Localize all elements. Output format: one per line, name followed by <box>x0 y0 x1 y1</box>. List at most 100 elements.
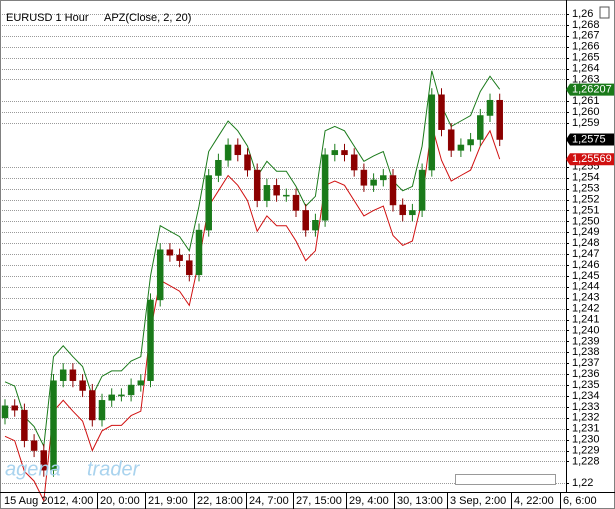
y-tick-label: 1,251 <box>572 204 600 216</box>
candle-body <box>321 154 329 221</box>
candle-body <box>127 384 135 396</box>
candle-body <box>195 229 203 276</box>
y-tick-label: 1,265 <box>572 52 600 64</box>
candle-body <box>409 210 416 216</box>
candle-body <box>273 185 280 196</box>
y-tick-label: 1,230 <box>572 434 600 446</box>
y-tick-label: 1,250 <box>572 215 600 227</box>
y-tick-label: 1,237 <box>572 357 600 369</box>
candle-body <box>89 390 96 421</box>
candle-body <box>292 194 300 211</box>
candle-body <box>380 175 387 181</box>
candle-body <box>234 144 242 156</box>
candle-body <box>147 299 154 381</box>
y-tick-label: 1,260 <box>572 106 600 118</box>
candle-body <box>428 94 436 171</box>
candle-body <box>156 249 164 301</box>
grid <box>2 14 566 484</box>
y-tick-label: 1,241 <box>572 313 600 325</box>
y-tick-label: 1,239 <box>572 335 600 347</box>
y-tick-label: 1,236 <box>572 368 600 380</box>
price-marker <box>566 83 614 96</box>
candle-body <box>69 369 77 381</box>
y-tick-label: 1,264 <box>572 62 600 74</box>
x-tick-label: 21, 9:00 <box>148 495 188 507</box>
scrollbar[interactable] <box>455 474 556 485</box>
price-marker-label: 1,25569 <box>572 153 612 165</box>
candle-body <box>467 139 474 146</box>
candle-body <box>399 204 406 216</box>
candle-body <box>360 169 368 186</box>
x-tick-label: 30, 13:00 <box>397 495 443 507</box>
y-tick-label: 1,267 <box>572 30 600 42</box>
band-line <box>4 70 501 448</box>
candle-body <box>447 129 455 151</box>
y-tick-label: 1,266 <box>572 41 600 53</box>
y-tick-label: 1,229 <box>572 444 600 456</box>
price-markers: 1,26207 1,2575 1,25569 <box>566 84 614 166</box>
y-tick-label: 1,248 <box>572 237 600 249</box>
y-tick-label: 1,235 <box>572 379 600 391</box>
price-marker <box>566 133 614 146</box>
candle-body <box>137 380 145 386</box>
y-tick-label: 1,247 <box>572 248 600 260</box>
y-tick-label: 1,228 <box>572 455 600 467</box>
y-tick-label: 1,263 <box>572 73 600 85</box>
candle-body <box>11 405 18 411</box>
y-tick-label: 1,254 <box>572 172 600 184</box>
candle-body <box>21 409 28 441</box>
candle-body <box>108 394 115 401</box>
settings-icon[interactable] <box>599 6 610 19</box>
y-tick-label: 1,261 <box>572 95 600 107</box>
y-tick-label: 1,253 <box>572 183 600 195</box>
candle-body <box>312 220 319 231</box>
candle-body <box>40 450 48 471</box>
x-tick-label: 6, 6:00 <box>563 495 597 507</box>
candle-body <box>205 175 212 231</box>
x-tick-label: 29, 4:00 <box>349 495 389 507</box>
candle-body <box>1 405 9 419</box>
y-tick-label: 1,240 <box>572 324 600 336</box>
candle-body <box>457 144 465 151</box>
candle-body <box>302 210 309 231</box>
band-line <box>4 125 501 503</box>
x-tick-label: 4, 22:00 <box>514 495 554 507</box>
candle-body <box>118 394 125 397</box>
x-tick-label: 24, 7:00 <box>249 495 289 507</box>
candle-body <box>283 194 290 197</box>
y-tick-label: 1,252 <box>572 193 600 205</box>
candle-body <box>59 369 67 381</box>
x-tick-label: 15 Aug 2012, 4:00 <box>4 495 93 507</box>
y-tick-label: 1,22 <box>572 477 593 489</box>
candle-body <box>224 144 232 161</box>
y-tick-label: 1,259 <box>572 117 600 129</box>
candle-body <box>496 99 503 140</box>
y-tick-label: 1,245 <box>572 270 600 282</box>
price-marker <box>566 153 614 166</box>
y-tick-label: 1,243 <box>572 292 600 304</box>
y-tick-label: 1,234 <box>572 390 600 402</box>
y-tick-label: 1,244 <box>572 281 600 293</box>
y-tick-label: 1,249 <box>572 226 600 238</box>
y-tick-label: 1,233 <box>572 401 600 413</box>
candle-body <box>438 94 445 130</box>
candle-body <box>79 380 86 391</box>
candle-body <box>486 99 494 116</box>
candle-body <box>263 185 271 201</box>
candle-body <box>350 154 358 171</box>
price-marker-label: 1,2575 <box>572 133 606 145</box>
y-tick-label: 1,242 <box>572 303 600 315</box>
candle-body <box>370 179 377 186</box>
x-tick-label: 20, 0:00 <box>100 495 140 507</box>
chart-title: EURUSD 1 Hour <box>6 12 89 24</box>
y-tick-label: 1,268 <box>572 19 600 31</box>
candle-body <box>176 254 183 261</box>
candle-body <box>30 440 38 451</box>
x-tick-label: 27, 15:00 <box>296 495 342 507</box>
y-tick-label: 1,26 <box>572 8 593 20</box>
indicator-label: APZ(Close, 2, 20) <box>104 12 191 24</box>
y-tick-label: 1,246 <box>572 259 600 271</box>
candle-body <box>418 169 426 211</box>
brand-logo: trader <box>87 458 141 480</box>
candle-body <box>166 249 174 256</box>
